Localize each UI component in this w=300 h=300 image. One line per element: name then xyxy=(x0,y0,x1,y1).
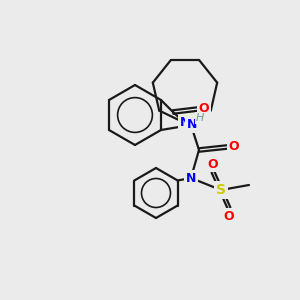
Text: S: S xyxy=(216,183,226,197)
Text: O: O xyxy=(229,140,239,154)
Text: O: O xyxy=(224,209,234,223)
Text: H: H xyxy=(196,113,204,123)
Text: N: N xyxy=(186,172,196,184)
Text: O: O xyxy=(199,103,209,116)
Text: N: N xyxy=(187,118,197,131)
Text: N: N xyxy=(180,116,190,130)
Text: O: O xyxy=(208,158,218,170)
